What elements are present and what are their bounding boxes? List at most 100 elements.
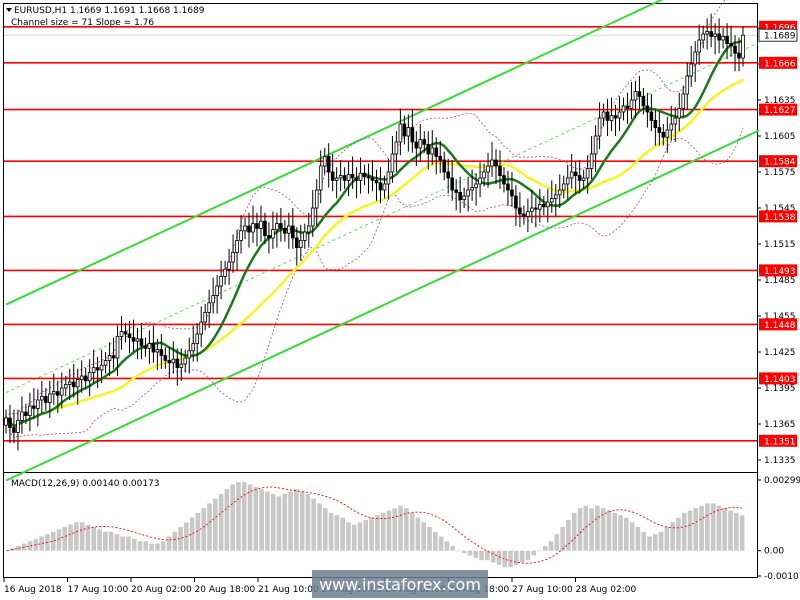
macd-bar	[722, 508, 728, 551]
channel-upper	[5, 0, 664, 306]
candle-body	[534, 207, 538, 210]
y-tick-label: 1.1605	[764, 132, 796, 142]
macd-bar	[155, 543, 160, 551]
level-tag-box	[759, 103, 797, 116]
candle-body	[466, 189, 470, 197]
candle-body	[538, 203, 542, 210]
candle-body	[255, 223, 259, 229]
candle-body	[8, 417, 12, 428]
candle-body	[549, 197, 554, 203]
candle-body	[99, 364, 104, 371]
macd-bar	[126, 536, 131, 551]
macd-bar	[317, 503, 322, 551]
candle-body	[362, 172, 367, 178]
macd-bar	[328, 512, 334, 551]
macd-bar	[473, 550, 479, 558]
candle-body	[83, 375, 88, 382]
ma-fast-line	[5, 39, 744, 428]
candle-body	[275, 223, 279, 231]
candle-body	[621, 105, 626, 113]
macd-bar	[386, 510, 392, 551]
level-tag-label: 1.1403	[764, 375, 796, 385]
candle-body	[75, 379, 80, 388]
macd-bar	[270, 493, 276, 551]
candle-body	[366, 176, 371, 179]
candle-body	[450, 177, 454, 191]
candle-body	[641, 96, 646, 107]
macd-bar	[560, 527, 565, 551]
candle-body	[330, 171, 335, 181]
candle-body	[446, 171, 451, 179]
candle-body	[342, 175, 347, 181]
macd-bar	[218, 493, 224, 551]
current-price-box	[758, 28, 798, 42]
level-tag-box	[759, 210, 797, 223]
candle-body	[490, 159, 494, 167]
candle-body	[741, 34, 745, 59]
candle-body	[653, 120, 658, 129]
macd-bar	[467, 550, 473, 556]
macd-bar	[635, 527, 641, 551]
bollinger-bands	[5, 0, 744, 439]
candle-body	[697, 39, 701, 53]
candle-body	[685, 75, 690, 95]
candle-body	[422, 139, 427, 145]
candle-body	[211, 295, 215, 304]
candle-body	[155, 349, 160, 353]
level-tag-box	[759, 372, 797, 385]
candle-body	[661, 131, 666, 138]
macd-bar	[710, 503, 716, 551]
candle-body	[67, 381, 72, 385]
macd-bar	[508, 550, 513, 568]
y-tick-label: 1.1425	[764, 348, 796, 358]
candle-body	[298, 239, 303, 248]
candle-body	[12, 427, 16, 433]
candle-body	[79, 375, 84, 380]
candle-body	[709, 31, 713, 37]
macd-bar	[571, 512, 577, 551]
macd-bar	[322, 508, 328, 551]
candle-body	[263, 220, 267, 236]
candle-body	[506, 183, 510, 191]
y-tick-label: 1.1575	[764, 168, 796, 178]
candle-body	[302, 231, 307, 241]
candle-body	[637, 91, 642, 97]
macd-bar	[120, 536, 125, 551]
candle-body	[486, 165, 490, 173]
candle-body	[167, 359, 172, 364]
macd-bar	[693, 508, 699, 551]
macd-bar	[62, 527, 68, 551]
macd-bar	[357, 522, 363, 551]
candle-body	[717, 33, 721, 41]
level-tag-label: 1.1696	[764, 23, 796, 33]
macd-bar	[421, 522, 427, 551]
candle-body	[310, 207, 315, 227]
macd-bar	[705, 503, 710, 551]
candle-body	[247, 225, 251, 233]
macd-bar	[681, 512, 687, 551]
x-tick-label: 27 Aug 10:00	[512, 585, 573, 595]
channel-header: Channel size = 71 Slope = 1.76	[11, 18, 154, 28]
level-tag-box	[759, 56, 797, 69]
channel-middle	[5, 42, 760, 393]
candle-body	[227, 261, 231, 270]
candle-body	[649, 111, 654, 121]
candle-body	[48, 393, 52, 403]
candle-body	[474, 183, 478, 188]
candle-body	[665, 129, 670, 138]
macd-bar	[612, 512, 618, 551]
candle-body	[577, 175, 582, 181]
macd-bar	[102, 531, 108, 551]
symbol-dropdown-icon[interactable]	[6, 8, 12, 12]
macd-bar	[415, 517, 421, 551]
x-tick-label: 21 Aug 10:00	[258, 585, 319, 595]
macd-bar	[230, 484, 235, 551]
candle-body	[482, 171, 486, 179]
x-tick-label: 20 Aug 02:00	[131, 585, 192, 595]
watermark-box	[312, 570, 488, 598]
macd-bar	[624, 517, 629, 551]
candle-body	[581, 177, 586, 181]
candle-body	[40, 395, 44, 401]
price-channel	[5, 0, 760, 482]
